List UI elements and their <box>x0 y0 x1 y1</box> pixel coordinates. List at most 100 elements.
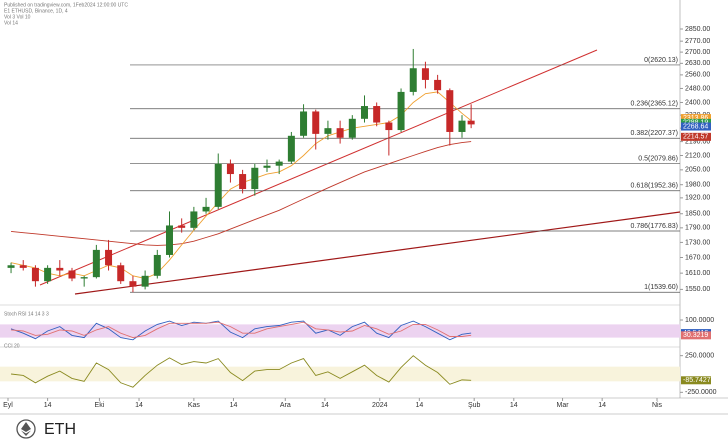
header-text: E1 ETHUSD, Binance, 1D, 4 <box>4 8 68 14</box>
candle-body <box>397 91 405 131</box>
x-tick-label: 14 <box>321 402 329 409</box>
footer-label: ETH <box>44 421 76 438</box>
y-tick-label: 1980.00 <box>685 182 710 189</box>
x-tick-label: Eki <box>95 402 105 409</box>
candle-body <box>105 249 113 266</box>
price-label-box <box>681 132 711 141</box>
fib-label: 0.5(2079.86) <box>638 156 678 163</box>
y-tick-label: 2480.00 <box>685 85 710 92</box>
y-tick-label: 1610.00 <box>685 270 710 277</box>
y-tick-label: 2560.00 <box>685 72 710 79</box>
header-text: Vol 14 <box>4 20 18 26</box>
candle-body <box>129 281 137 287</box>
trend-line <box>39 49 598 286</box>
candle-body <box>409 68 417 92</box>
y-tick-label: 250.0000 <box>685 353 714 360</box>
y-tick-label: 2700.00 <box>685 49 710 56</box>
y-tick-label: 1850.00 <box>685 211 710 218</box>
header-text: Published on tradingview.com, 1Feb2024 1… <box>4 2 128 8</box>
indicator-line <box>11 321 472 339</box>
candle-body <box>153 254 161 276</box>
x-tick-label: 14 <box>598 402 606 409</box>
candle-body <box>421 68 429 80</box>
x-tick-label: 14 <box>510 402 518 409</box>
price-label-box <box>681 122 711 131</box>
indicator-band <box>0 366 680 382</box>
candle-body <box>56 267 64 271</box>
price-label: 2268.64 <box>683 123 708 130</box>
candle-body <box>80 277 88 279</box>
x-tick-label: 2024 <box>372 402 388 409</box>
candle-body <box>141 275 149 287</box>
y-tick-label: 2770.00 <box>685 38 710 45</box>
candle-body <box>31 267 39 282</box>
price-label: 2313.86 <box>683 115 708 122</box>
fib-label: 0.236(2365.12) <box>631 101 678 108</box>
last-value-label: 30.3219 <box>683 332 708 339</box>
y-tick-label: 2400.00 <box>685 99 710 106</box>
candle-body <box>190 211 198 228</box>
price-label: 2214.57 <box>683 134 708 141</box>
x-tick-label: Eyl <box>3 402 13 409</box>
fib-label: 0.618(1952.36) <box>631 183 678 190</box>
candle-body <box>214 163 222 207</box>
y-tick-label: 100.0000 <box>685 317 714 324</box>
y-tick-label: 2850.00 <box>685 26 710 33</box>
x-tick-label: Nis <box>652 402 663 409</box>
x-tick-label: Mar <box>557 402 570 409</box>
x-tick-label: Kas <box>188 402 201 409</box>
indicator-line <box>10 355 472 388</box>
candle-body <box>446 90 454 132</box>
candle-body <box>287 135 295 162</box>
footer-icon <box>21 422 31 436</box>
indicator-line <box>10 320 472 341</box>
y-tick-label: 1730.00 <box>685 239 710 246</box>
x-tick-label: Ara <box>280 402 291 409</box>
y-tick-label: 1550.00 <box>685 286 710 293</box>
candle-body <box>275 161 283 166</box>
y-tick-label: 1670.00 <box>685 254 710 261</box>
x-tick-label: 14 <box>44 402 52 409</box>
x-tick-label: Şub <box>468 402 481 409</box>
candle-body <box>458 120 466 132</box>
candle-body <box>251 167 259 190</box>
fib-label: 0(2620.13) <box>644 57 678 64</box>
candle-body <box>336 128 344 138</box>
y-tick-label: 2120.00 <box>685 152 710 159</box>
candle-body <box>202 206 210 212</box>
candle-body <box>44 267 52 282</box>
candle-body <box>68 270 76 279</box>
fib-label: 0.382(2207.37) <box>631 130 678 137</box>
candle-body <box>239 174 247 190</box>
panel-title: Stoch RSI 14 14 3 3 <box>4 311 49 317</box>
candle-body <box>300 111 308 136</box>
header-text: Vol 3 Vol 10 <box>4 14 31 20</box>
y-tick-label: 2630.00 <box>685 60 710 67</box>
y-tick-label: -250.0000 <box>685 389 717 396</box>
candle-body <box>165 225 173 255</box>
last-value-box <box>681 376 711 385</box>
x-tick-label: 14 <box>135 402 143 409</box>
candle-body <box>7 265 15 268</box>
candle-body <box>324 128 332 134</box>
candle-body <box>373 106 381 123</box>
candle-body <box>467 120 475 125</box>
candle-body <box>360 106 368 119</box>
y-tick-label: 1920.00 <box>685 195 710 202</box>
candle-body <box>385 122 393 131</box>
y-tick-label: 2050.00 <box>685 167 710 174</box>
y-tick-label: 1790.00 <box>685 225 710 232</box>
candle-body <box>226 163 234 175</box>
candle-body <box>263 165 271 168</box>
panel-title: CCI 20 <box>4 343 20 349</box>
candle-body <box>312 111 320 134</box>
x-tick-label: 14 <box>230 402 238 409</box>
candle-body <box>117 265 125 282</box>
x-tick-label: 14 <box>415 402 423 409</box>
fib-label: 0.786(1776.83) <box>631 223 678 230</box>
indicator-band <box>0 324 680 338</box>
candle-body <box>19 265 27 268</box>
y-tick-label: 2190.00 <box>685 138 710 145</box>
candle-body <box>92 249 100 278</box>
